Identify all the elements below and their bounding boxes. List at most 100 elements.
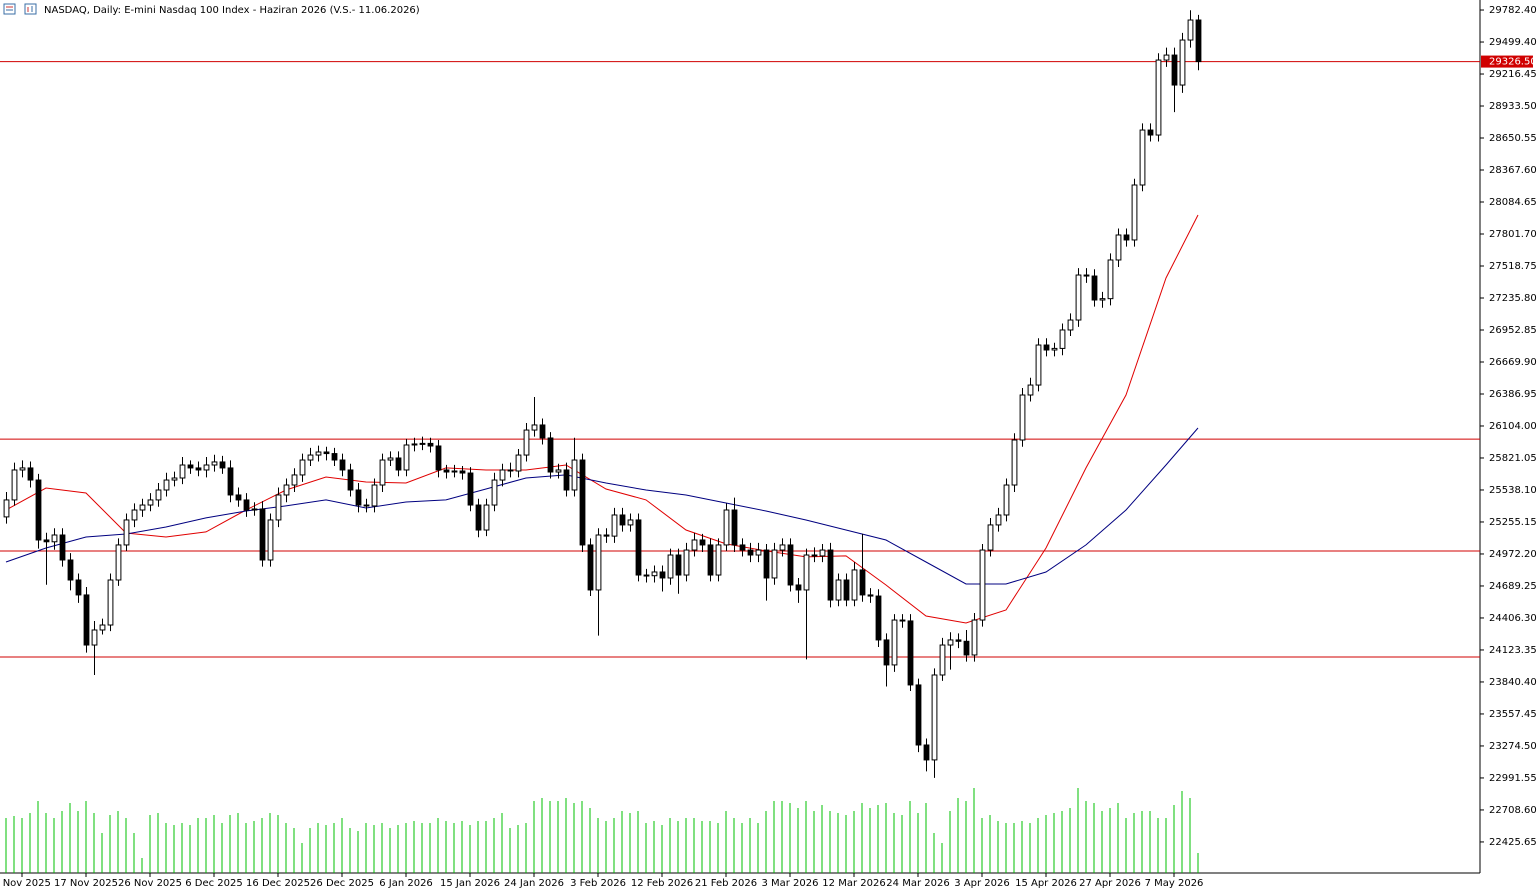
candle-body xyxy=(843,579,850,601)
x-tick-label: 7 May 2026 xyxy=(1145,878,1204,889)
candle-body xyxy=(227,467,234,496)
candle-body xyxy=(459,470,466,474)
y-tick-label: 26952.85 xyxy=(1489,325,1537,336)
candle-body xyxy=(91,629,98,646)
y-tick-label: 23557.45 xyxy=(1489,709,1537,720)
candle-body xyxy=(1043,344,1050,351)
y-tick-label: 26669.90 xyxy=(1489,357,1537,368)
candle-body xyxy=(755,549,762,556)
candle-body xyxy=(1051,347,1058,351)
candle-body xyxy=(971,619,978,656)
x-tick-label: 3 Mar 2026 xyxy=(761,878,818,889)
candle-body xyxy=(451,470,458,473)
candle-body xyxy=(1059,329,1066,349)
candle-body xyxy=(347,469,354,491)
candle-body xyxy=(763,549,770,579)
candle-body xyxy=(83,594,90,646)
candle-body xyxy=(771,549,778,579)
candle-body xyxy=(299,459,306,476)
y-tick-label: 28933.50 xyxy=(1489,101,1537,112)
candle-body xyxy=(787,544,794,586)
y-tick-label: 22425.65 xyxy=(1489,837,1537,848)
y-tick-label: 28650.55 xyxy=(1489,133,1537,144)
candle-body xyxy=(579,459,586,546)
candle-body xyxy=(947,639,954,646)
candle-body xyxy=(795,584,802,591)
candle-body xyxy=(139,504,146,511)
candle-body xyxy=(99,624,106,631)
toolbar-icons xyxy=(3,3,37,15)
candle-body xyxy=(171,477,178,481)
bid-label-box xyxy=(1481,55,1533,68)
candle-body xyxy=(315,451,322,456)
candle-body xyxy=(707,544,714,576)
x-tick-label: 24 Jan 2026 xyxy=(504,878,564,889)
candle-body xyxy=(1083,274,1090,277)
candle-body xyxy=(867,594,874,597)
candle-body xyxy=(899,619,906,622)
candle-body xyxy=(259,508,266,561)
candle-body xyxy=(59,534,66,561)
candle-body xyxy=(435,445,442,471)
candle-body xyxy=(563,469,570,491)
candle-body xyxy=(883,639,890,666)
candle-body xyxy=(1155,59,1162,136)
candle-body xyxy=(715,544,722,576)
candle-body xyxy=(651,571,658,577)
candle-body xyxy=(1139,129,1146,186)
bid-label: 29326.50 xyxy=(1489,57,1537,68)
y-tick-label: 26386.95 xyxy=(1489,389,1537,400)
candle-body xyxy=(979,549,986,621)
candle-body xyxy=(219,461,226,469)
y-tick-label: 25255.15 xyxy=(1489,517,1537,528)
candle-body xyxy=(371,484,378,507)
candle-body xyxy=(427,442,434,447)
candle-body xyxy=(827,549,834,601)
candle-body xyxy=(643,574,650,577)
candle-body xyxy=(1147,129,1154,136)
candle-body xyxy=(1195,19,1202,63)
candle-body xyxy=(35,479,42,541)
candle-body xyxy=(1123,234,1130,241)
candle-body xyxy=(355,489,362,506)
y-tick-label: 24123.35 xyxy=(1489,645,1537,656)
y-tick-label: 29216.45 xyxy=(1489,69,1537,80)
candle-body xyxy=(291,474,298,486)
candle-body xyxy=(1011,439,1018,486)
candle-body xyxy=(1027,384,1034,396)
x-tick-label: 21 Feb 2026 xyxy=(695,878,757,889)
candle-body xyxy=(683,549,690,576)
candle-body xyxy=(675,554,682,576)
x-tick-label: 26 Nov 2025 xyxy=(118,878,182,889)
x-tick-label: 16 Dec 2025 xyxy=(246,878,310,889)
candle-body xyxy=(267,519,274,561)
candle-body xyxy=(739,544,746,551)
candle-body xyxy=(3,499,10,518)
candle-body xyxy=(1003,484,1010,516)
candle-body xyxy=(163,479,170,491)
candle-body xyxy=(907,620,914,686)
y-tick-label: 23274.50 xyxy=(1489,741,1537,752)
candle-body xyxy=(963,640,970,656)
candle-body xyxy=(1187,19,1194,41)
candle-body xyxy=(603,534,610,537)
candle-body xyxy=(531,424,538,431)
y-tick-label: 28367.60 xyxy=(1489,165,1537,176)
y-tick-label: 27518.75 xyxy=(1489,261,1537,272)
icon xyxy=(24,3,37,15)
candle-body xyxy=(611,514,618,537)
candle-body xyxy=(699,539,706,546)
candle-body xyxy=(235,494,242,501)
candle-body xyxy=(379,459,386,486)
candle-body xyxy=(411,443,418,446)
candle-body xyxy=(811,554,818,557)
candle-body xyxy=(387,457,394,461)
candle-body xyxy=(443,469,450,473)
candle-body xyxy=(131,509,138,521)
candle-body xyxy=(955,639,962,642)
candle-body xyxy=(1115,234,1122,261)
candle-body xyxy=(115,544,122,581)
candle-body xyxy=(939,644,946,676)
candle-body xyxy=(595,534,602,591)
